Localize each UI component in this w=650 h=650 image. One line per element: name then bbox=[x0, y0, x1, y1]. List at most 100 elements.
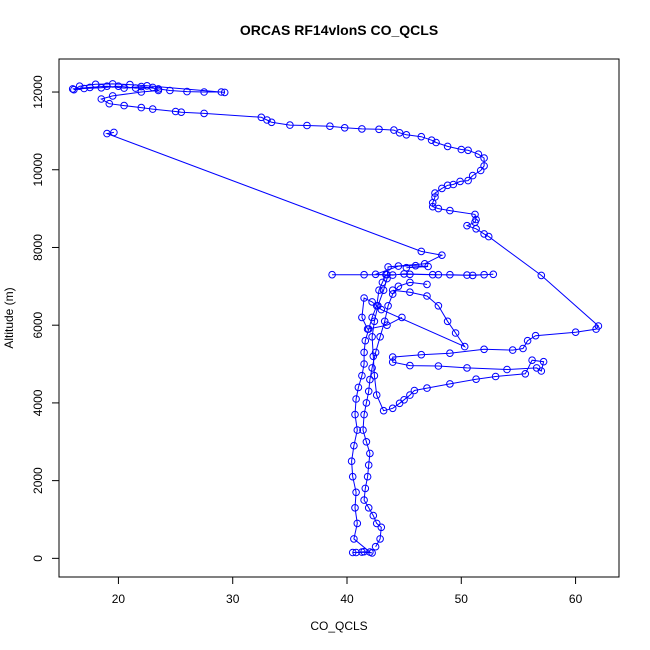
data-point bbox=[388, 286, 397, 295]
data-point bbox=[537, 271, 546, 280]
data-point bbox=[363, 325, 372, 333]
data-point bbox=[350, 441, 358, 450]
data-point bbox=[468, 171, 477, 180]
data-point bbox=[91, 80, 100, 89]
data-point bbox=[434, 204, 443, 213]
data-point bbox=[369, 352, 378, 361]
data-point bbox=[434, 362, 443, 370]
data-point bbox=[217, 88, 226, 96]
data-point bbox=[350, 535, 358, 543]
data-point bbox=[328, 270, 336, 279]
data-point bbox=[120, 101, 128, 110]
data-point bbox=[446, 380, 454, 388]
data-point bbox=[489, 270, 498, 279]
data-point bbox=[434, 270, 443, 279]
data-point bbox=[340, 124, 349, 132]
data-point bbox=[531, 331, 540, 340]
data-point bbox=[571, 328, 580, 337]
data-series bbox=[68, 80, 603, 415]
data-point bbox=[354, 383, 363, 392]
data-point bbox=[423, 384, 431, 392]
data-point bbox=[364, 387, 373, 396]
data-point bbox=[143, 82, 151, 90]
data-point bbox=[539, 357, 548, 366]
data-point bbox=[348, 472, 357, 481]
data-point bbox=[267, 118, 276, 127]
data-point bbox=[388, 404, 397, 413]
data-point bbox=[352, 395, 360, 403]
data-point bbox=[75, 82, 84, 90]
data-point bbox=[368, 313, 376, 322]
data-point bbox=[480, 345, 488, 354]
data-point bbox=[406, 278, 414, 287]
data-point bbox=[303, 121, 311, 130]
data-point bbox=[484, 232, 493, 241]
data-point bbox=[369, 511, 378, 520]
data-point bbox=[523, 336, 532, 345]
data-point bbox=[480, 154, 488, 162]
data-point bbox=[375, 125, 383, 134]
data-point bbox=[398, 313, 406, 322]
data-point bbox=[108, 92, 117, 100]
data-point bbox=[471, 210, 479, 219]
data-point bbox=[388, 358, 397, 366]
data-point bbox=[472, 375, 480, 384]
data-point bbox=[177, 108, 186, 116]
data-point bbox=[456, 177, 464, 186]
data-point bbox=[472, 225, 480, 233]
data-point bbox=[360, 360, 368, 368]
data-point bbox=[200, 88, 208, 96]
data-point bbox=[360, 410, 368, 419]
data-point bbox=[368, 364, 376, 372]
data-point bbox=[351, 504, 359, 512]
data-point bbox=[395, 399, 404, 408]
data-point bbox=[371, 348, 380, 357]
data-point bbox=[376, 535, 384, 543]
data-point bbox=[376, 333, 384, 341]
y-tick-label: 2000 bbox=[31, 467, 45, 494]
plot-frame bbox=[58, 58, 620, 578]
data-point bbox=[423, 280, 431, 289]
data-point bbox=[388, 290, 397, 298]
data-point bbox=[417, 350, 426, 359]
data-point bbox=[362, 399, 371, 407]
data-point bbox=[366, 375, 374, 384]
y-tick-label: 12000 bbox=[31, 75, 45, 109]
data-point bbox=[449, 180, 458, 189]
data-point bbox=[446, 206, 454, 215]
data-point bbox=[364, 461, 373, 469]
data-point bbox=[353, 426, 362, 434]
data-point bbox=[137, 88, 146, 96]
y-tick-label: 6000 bbox=[31, 312, 45, 339]
data-point bbox=[402, 263, 411, 272]
x-tick-label: 50 bbox=[455, 592, 469, 606]
data-point bbox=[137, 82, 146, 91]
data-point bbox=[131, 84, 140, 92]
data-point bbox=[417, 132, 426, 141]
data-point bbox=[406, 288, 414, 297]
y-tick-label: 4000 bbox=[31, 389, 45, 416]
data-point bbox=[348, 548, 357, 557]
data-point bbox=[110, 128, 118, 137]
data-point bbox=[361, 336, 370, 345]
x-tick-label: 20 bbox=[112, 592, 126, 606]
data-point bbox=[86, 83, 94, 92]
data-point bbox=[347, 457, 356, 466]
data-point bbox=[352, 548, 360, 557]
data-point bbox=[394, 282, 403, 291]
data-point bbox=[366, 449, 374, 458]
data-point bbox=[362, 438, 371, 446]
data-point bbox=[406, 361, 414, 370]
data-point bbox=[366, 548, 374, 556]
data-point bbox=[372, 391, 381, 399]
data-point bbox=[377, 523, 386, 532]
data-point bbox=[474, 150, 483, 158]
data-point bbox=[406, 270, 414, 279]
data-point bbox=[126, 80, 134, 89]
data-point bbox=[286, 121, 294, 129]
data-point bbox=[166, 86, 174, 95]
data-point bbox=[360, 270, 368, 279]
data-point bbox=[406, 391, 414, 399]
data-point bbox=[428, 199, 437, 207]
